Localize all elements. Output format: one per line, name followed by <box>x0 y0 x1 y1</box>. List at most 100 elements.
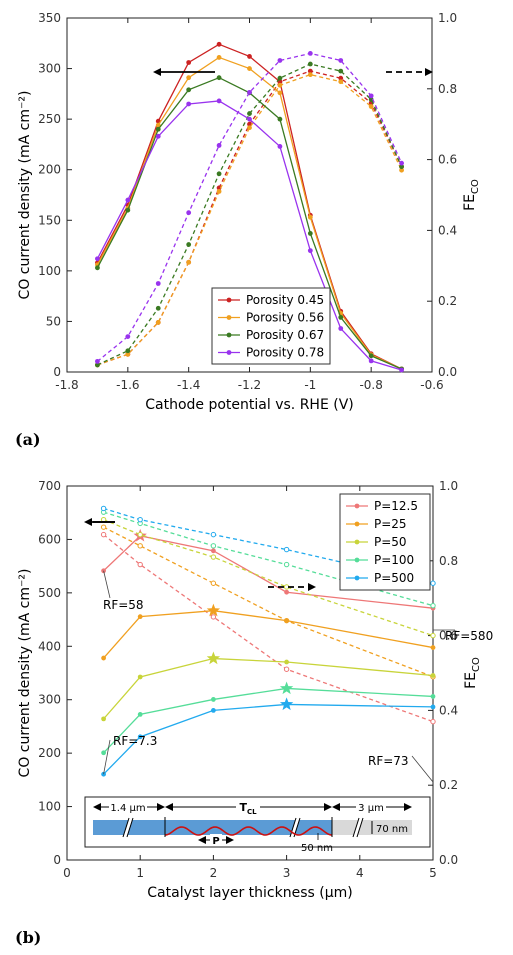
inset-right-label: 3 μm <box>358 803 384 814</box>
fe-point <box>277 58 283 63</box>
legend-label: Porosity 0.56 <box>246 311 324 325</box>
y-tick-label: 200 <box>38 163 61 177</box>
inset-label-bg <box>109 799 147 813</box>
current-point <box>186 87 192 93</box>
legend-marker <box>354 557 360 563</box>
chart-b: 0 1 2 3 4 5 0 100 200 300 400 500 600 700 0.0 0.2 0.4 0.6… <box>17 479 493 901</box>
y2-tick-label: 1.0 <box>438 11 457 25</box>
inset-label-bg <box>236 799 260 813</box>
chart-a: -1.8 -1.6 -1.4 -1.2 -1 -0.8 -0.6 0 50 100 150 200 25… <box>17 11 481 413</box>
x-tick-label: -1.8 <box>55 378 78 392</box>
inset-p-label: P <box>212 836 219 847</box>
y-tick-label: 300 <box>38 62 61 76</box>
fe-point <box>216 185 222 191</box>
fe-point <box>430 632 436 639</box>
y-axis-label: CO current density (mA cm⁻²) <box>17 91 33 300</box>
inset-left-label: 1.4 μm <box>110 803 145 814</box>
annotation-label: RF=580 <box>445 629 493 643</box>
y-tick-label: 0 <box>53 853 61 867</box>
fe-point <box>186 210 192 216</box>
legend-label: P=25 <box>374 517 407 531</box>
legend-marker <box>354 539 360 545</box>
current-point <box>430 694 436 699</box>
fe-point <box>283 666 290 672</box>
current-point <box>216 41 222 47</box>
x-tick-label: 2 <box>210 866 218 880</box>
y2-tick-label: 0.0 <box>438 365 457 379</box>
current-point <box>430 645 436 650</box>
annotation-leader <box>411 755 434 783</box>
inset-break-gap <box>123 817 133 838</box>
fe-point <box>210 614 217 620</box>
fe-point <box>430 718 436 725</box>
fe-point <box>216 189 222 194</box>
fe-point <box>247 89 252 95</box>
legend-label: P=12.5 <box>374 499 418 513</box>
fe-point <box>186 242 192 247</box>
inset-label-bg <box>356 799 386 813</box>
fe-line <box>97 52 403 362</box>
current-point <box>186 60 192 65</box>
y2-tick-label: 0.0 <box>439 853 458 867</box>
legend-marker <box>226 350 232 355</box>
current-point <box>211 548 216 554</box>
y2-tick-label: 1.0 <box>439 479 458 493</box>
current-point <box>368 353 374 359</box>
current-point <box>247 66 252 71</box>
current-point <box>430 704 436 710</box>
fe-point <box>210 554 217 560</box>
current-point <box>101 655 106 661</box>
legend-box <box>211 287 331 365</box>
legend-marker <box>354 521 360 527</box>
current-point <box>338 326 344 331</box>
fe-point <box>277 75 283 81</box>
current-point <box>284 659 289 665</box>
fe-point <box>210 580 217 586</box>
x-tick-label: 3 <box>283 866 291 880</box>
y2-tick-label: 0.8 <box>438 82 457 96</box>
current-point <box>307 248 313 254</box>
fe-point <box>100 524 107 530</box>
fe-point <box>338 58 344 63</box>
fe-point <box>399 164 404 170</box>
y-tick-label: 150 <box>38 213 61 227</box>
current-point <box>284 589 289 595</box>
legend-label: P=50 <box>374 535 407 549</box>
x-tick-label: 4 <box>356 866 364 880</box>
current-point <box>125 197 131 203</box>
legend-marker <box>354 575 360 581</box>
inset-dim-arrow <box>332 803 340 811</box>
inset-dim-arrow <box>198 836 206 844</box>
fe-point <box>430 580 436 586</box>
inset-dim-arrow <box>226 836 234 844</box>
fe-point <box>216 171 222 177</box>
x-tick-label: 0 <box>63 866 71 880</box>
current-star <box>206 603 221 617</box>
current-point <box>137 734 143 740</box>
fe-point <box>368 104 374 109</box>
legend-label: P=100 <box>374 553 414 567</box>
legend-label: Porosity 0.45 <box>246 293 324 307</box>
y-tick-label: 0 <box>53 365 61 379</box>
fe-point <box>95 358 100 364</box>
fe-line <box>97 73 403 366</box>
fe-point <box>307 51 313 56</box>
current-point <box>186 101 192 107</box>
x-tick-label: -1.4 <box>177 378 200 392</box>
x-tick-label: -1.2 <box>238 378 261 392</box>
fe-point <box>155 320 161 325</box>
inset-width-label: 50 nm <box>301 843 333 854</box>
fe-point <box>283 561 290 568</box>
fe-point <box>247 125 252 131</box>
fe-point <box>95 362 100 368</box>
y2-tick-label: 0.4 <box>439 703 458 717</box>
inset-dim-arrow <box>165 803 173 811</box>
y2-tick-label: 0.8 <box>439 554 458 568</box>
fe-point <box>338 68 344 74</box>
fe-point <box>277 82 283 88</box>
inset-dim-arrow <box>404 803 412 811</box>
inset-center-label: TCL <box>239 801 257 816</box>
legend-marker <box>226 332 232 338</box>
y2-tick-label: 0.2 <box>438 294 457 308</box>
current-point <box>216 75 222 81</box>
